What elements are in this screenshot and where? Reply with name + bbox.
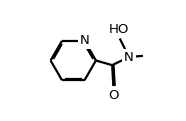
Text: HO: HO [109,23,129,36]
Text: N: N [124,50,134,64]
Text: N: N [80,34,89,47]
Text: O: O [108,89,119,102]
